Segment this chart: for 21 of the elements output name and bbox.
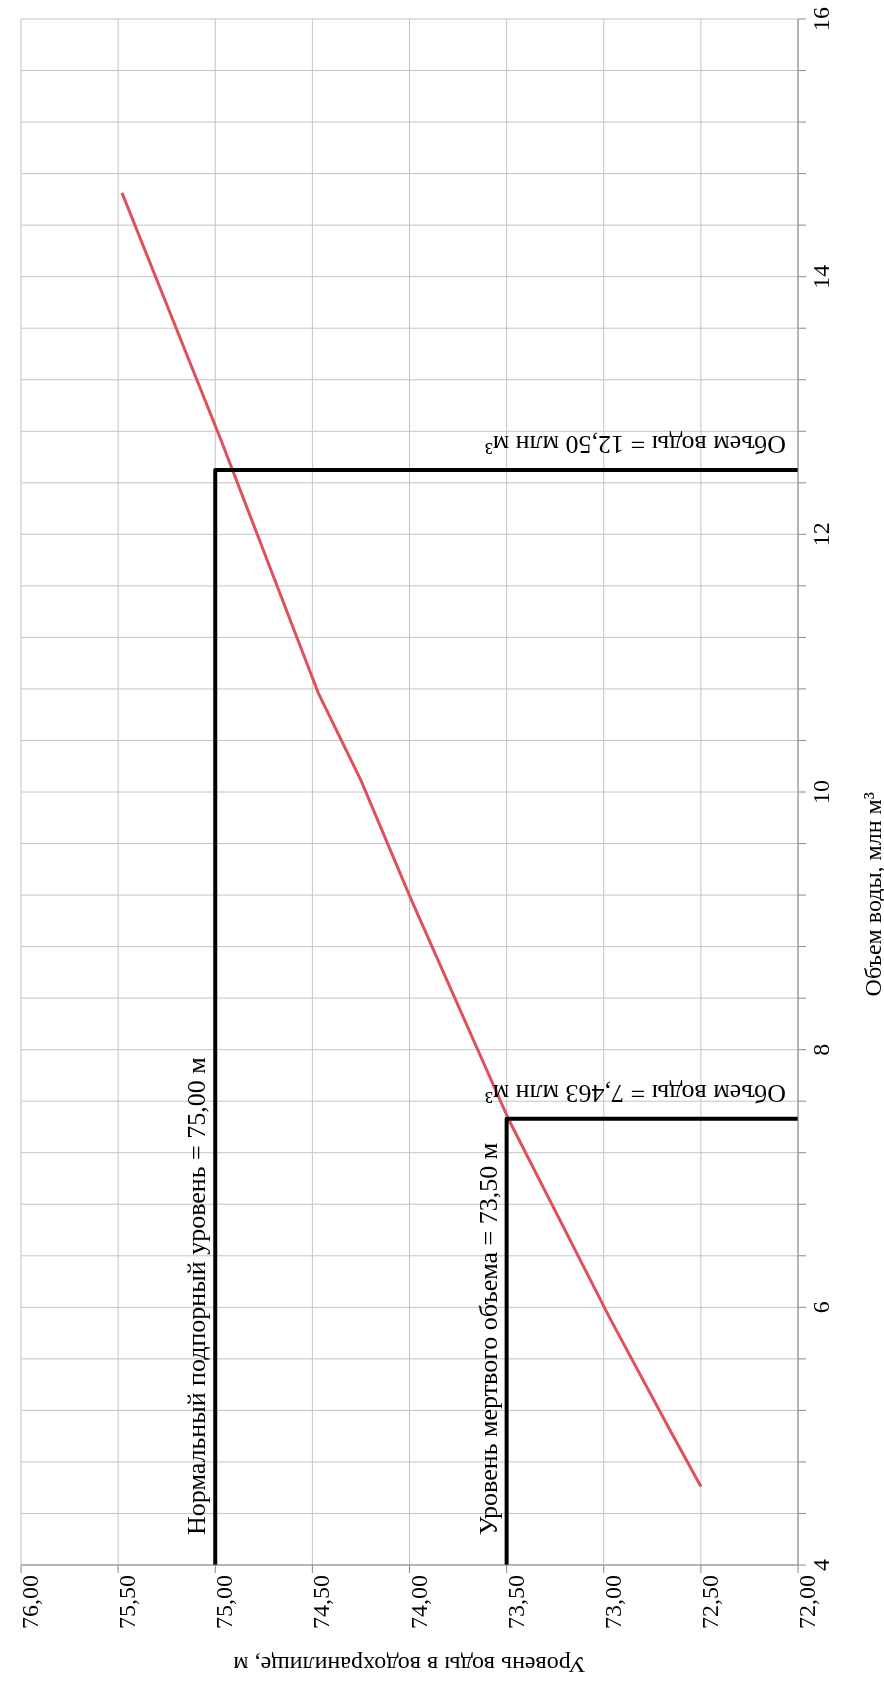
x-tick-label: 74,50 [308, 1575, 335, 1629]
x-tick-label: 76,00 [17, 1575, 44, 1629]
y-tick-label: 12 [807, 522, 834, 547]
y-tick-label: 14 [807, 264, 834, 289]
y-tick-label: 6 [807, 1301, 834, 1314]
x-tick-label: 72,50 [696, 1575, 723, 1629]
x-axis-title: Уровень воды в водохранилище, м [233, 1652, 586, 1678]
x-tick-label: 73,50 [502, 1575, 529, 1629]
annotation: Объем воды = 7,463 млн м³ [484, 1078, 786, 1108]
y-tick-label: 4 [807, 1559, 834, 1571]
x-tick-label: 75,50 [114, 1575, 141, 1629]
x-tick-label: 75,00 [211, 1575, 238, 1629]
annotation: Нормальный подпорный уровень = 75,00 м [182, 1057, 212, 1535]
y-tick-label: 8 [807, 1043, 834, 1056]
annotation: Объем воды = 12,50 млн м³ [484, 429, 786, 459]
x-tick-label: 72,00 [794, 1575, 821, 1629]
y-tick-label: 10 [807, 780, 834, 804]
annotation: Уровень мертвого объема = 73,50 м [473, 1142, 503, 1535]
y-tick-label: 16 [807, 7, 834, 31]
x-tick-label: 73,00 [599, 1575, 626, 1629]
x-tick-label: 74,00 [405, 1575, 432, 1629]
